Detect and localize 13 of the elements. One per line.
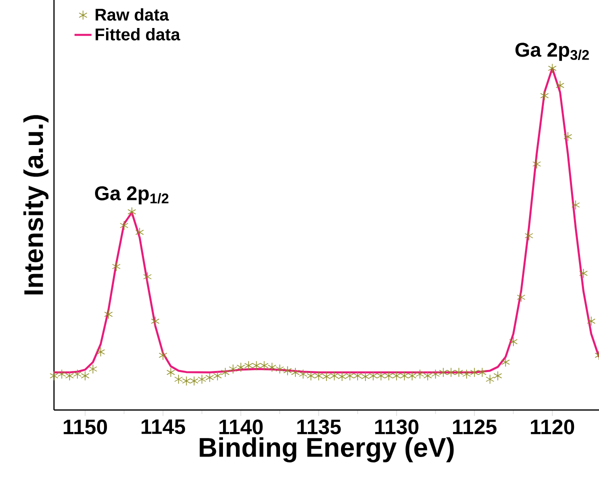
x-tick-label: 1145 xyxy=(142,420,186,434)
y-axis-title: Intensity (a.u.) xyxy=(23,115,48,294)
legend-label: Raw data xyxy=(96,8,169,21)
x-tick-label: 1130 xyxy=(375,420,418,434)
x-tick-label: 1120 xyxy=(530,420,574,434)
x-tick-label: 1140 xyxy=(219,420,263,434)
annotation: Ga 2p$_{3/2}$ xyxy=(515,42,589,61)
legend-label: Fitted data xyxy=(96,28,180,40)
x-tick-label: 1125 xyxy=(453,420,497,434)
x-tick-label: 1150 xyxy=(64,420,107,434)
annotation: Ga 2p$_{1/2}$ xyxy=(95,186,168,204)
x-tick-label: 1135 xyxy=(297,420,341,434)
x-axis-title: Binding Energy (eV) xyxy=(200,437,454,462)
